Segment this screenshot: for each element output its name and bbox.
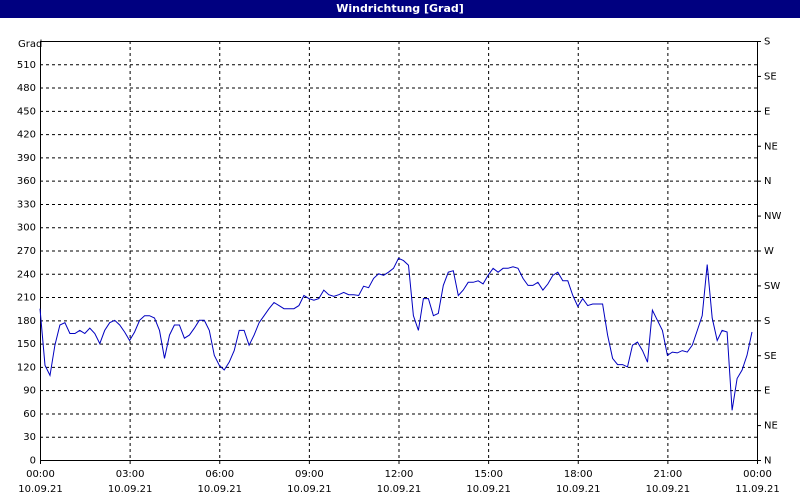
plot-frame <box>40 41 758 461</box>
x-tick-label: 21:00 <box>653 469 682 480</box>
x-tick-label: 00:00 <box>26 469 55 480</box>
title-bar: Windrichtung [Grad] <box>0 0 800 18</box>
x-tick-label: 18:00 <box>564 469 593 480</box>
y-tick-label: 330 <box>17 199 36 210</box>
y-tick-label: 420 <box>17 130 36 141</box>
x-tick-label: 15:00 <box>474 469 503 480</box>
y-tick-label: 210 <box>17 293 36 304</box>
x-tick-date: 10.09.21 <box>197 484 242 495</box>
x-tick-date: 10.09.21 <box>18 484 63 495</box>
y-tick-label: 180 <box>17 316 36 327</box>
x-tick-date: 10.09.21 <box>287 484 332 495</box>
x-tick-label: 09:00 <box>295 469 324 480</box>
y-tick-label: 90 <box>23 386 36 397</box>
x-tick-label: 03:00 <box>116 469 145 480</box>
y2-tick-label: SW <box>764 281 780 292</box>
y2-tick-label: NE <box>764 141 778 152</box>
x-tick-label: 06:00 <box>205 469 234 480</box>
y-axis-unit: Grad <box>18 39 42 50</box>
y-tick-label: 360 <box>17 176 36 187</box>
y-tick-label: 240 <box>17 269 36 280</box>
x-tick-date: 11.09.21 <box>735 484 780 495</box>
y2-tick-label: E <box>764 106 770 117</box>
y2-tick-label: N <box>764 176 771 187</box>
y2-tick-label: NW <box>764 211 781 222</box>
y-tick-label: 510 <box>17 60 36 71</box>
x-tick-date: 10.09.21 <box>556 484 601 495</box>
y-tick-label: 30 <box>23 432 36 443</box>
data-line <box>39 257 753 411</box>
x-tick-date: 10.09.21 <box>646 484 691 495</box>
y2-tick-label: N <box>764 456 771 467</box>
y2-tick-label: SE <box>764 351 777 362</box>
x-tick-label: 00:00 <box>743 469 772 480</box>
x-tick-date: 10.09.21 <box>466 484 511 495</box>
y-tick-label: 450 <box>17 106 36 117</box>
y2-tick-label: E <box>764 386 770 397</box>
y-tick-label: 480 <box>17 83 36 94</box>
x-tick-date: 10.09.21 <box>108 484 153 495</box>
y2-tick-label: S <box>764 316 770 327</box>
y-tick-label: 120 <box>17 362 36 373</box>
y-tick-label: 300 <box>17 223 36 234</box>
y-tick-label: 270 <box>17 246 36 257</box>
y-tick-label: 0 <box>30 456 36 467</box>
y2-tick-label: W <box>764 246 774 257</box>
x-tick-date: 10.09.21 <box>377 484 422 495</box>
y2-tick-label: S <box>764 37 770 48</box>
y2-tick-label: SE <box>764 71 777 82</box>
y-tick-label: 390 <box>17 153 36 164</box>
x-tick-label: 12:00 <box>385 469 414 480</box>
y-tick-label: 150 <box>17 339 36 350</box>
y2-tick-label: NE <box>764 421 778 432</box>
y-tick-label: 60 <box>23 409 36 420</box>
